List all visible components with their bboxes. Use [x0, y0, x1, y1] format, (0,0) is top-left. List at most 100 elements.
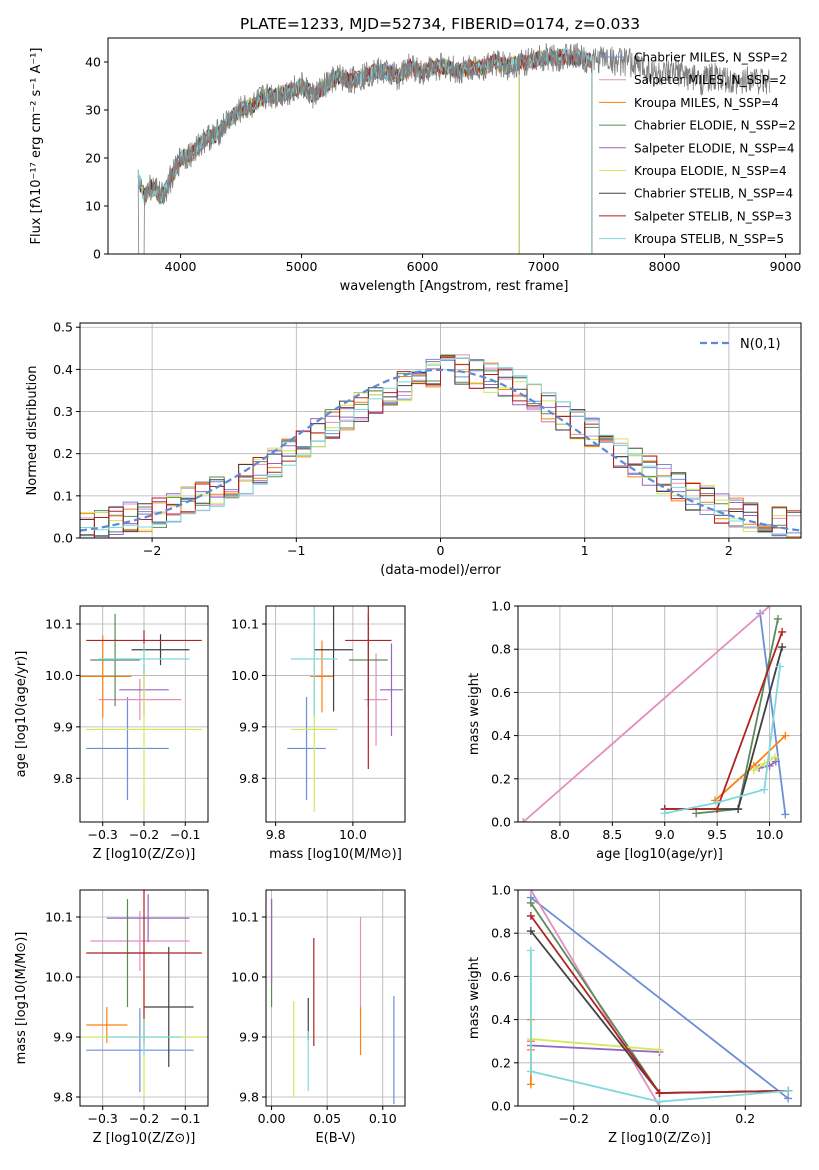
y-tick-label: 0.0 — [491, 1099, 511, 1114]
errorbar-point — [98, 643, 190, 675]
y-tick-label: 0.0 — [53, 531, 73, 546]
x-tick-label: 10.0 — [339, 827, 367, 842]
weight-line — [759, 613, 787, 815]
plot-area — [82, 890, 206, 1097]
errorbar-point — [86, 697, 169, 800]
age-vs-mass-plot: 9.8 10.0 9.8 9.9 10.0 10.1 mass [log10(M/M⊙)] — [231, 605, 406, 862]
mass-vs-extinction-plot: 0.00 0.05 0.10 9.8 9.9 10.0 10.1 E(B-V) — [231, 889, 406, 1146]
y-tick-label: 0.8 — [491, 642, 511, 657]
weight-vs-age-plot: 8.0 8.5 9.0 9.5 10.0 0.0 0.2 0.4 0.6 0.8 1.0 age [l… — [467, 599, 802, 862]
x-tick-label: 9.5 — [707, 827, 727, 842]
legend-label: Salpeter STELIB, N_SSP=3 — [634, 209, 792, 223]
errorbar-point — [144, 947, 194, 1067]
y-tick-label: 0.0 — [491, 815, 511, 830]
y-tick-label: 9.9 — [53, 719, 73, 734]
y-tick-label: 10.0 — [231, 668, 259, 683]
y-tick-label: 0.8 — [491, 926, 511, 941]
y-tick-label: 0.6 — [491, 969, 511, 984]
y-tick-label: 10.0 — [45, 970, 73, 985]
y-tick-label: 10.0 — [45, 668, 73, 683]
spectrum-legend: Chabrier MILES, N_SSP=2 Salpeter MILES, N… — [599, 51, 796, 246]
x-tick-label: 9000 — [770, 259, 802, 274]
weight-marker — [773, 614, 782, 623]
weight-marker — [776, 662, 785, 671]
y-tick-label: 0.3 — [53, 404, 73, 419]
axes-frame — [79, 322, 802, 539]
y-axis-label: age [log10(age/yr)] — [14, 651, 29, 778]
y-tick-label: 10.0 — [231, 970, 259, 985]
x-tick-label: 0 — [437, 543, 445, 558]
x-tick-label: −0.2 — [559, 1111, 589, 1126]
weight-marker — [781, 810, 790, 819]
weight-marker — [784, 1094, 793, 1103]
x-tick-label: 1 — [581, 543, 589, 558]
errorbar-point — [345, 606, 392, 770]
y-tick-label: 10.1 — [45, 910, 73, 925]
weight-line — [714, 734, 786, 802]
x-tick-label: −0.2 — [129, 1111, 159, 1126]
x-axis-label: mass [log10(M/M⊙)] — [269, 847, 402, 862]
weight-marker — [734, 805, 743, 814]
x-tick-label: 6000 — [407, 259, 439, 274]
weight-marker — [655, 1097, 664, 1106]
weight-marker — [713, 798, 722, 807]
y-tick-label: 40 — [85, 55, 101, 70]
weight-marker — [526, 911, 535, 920]
y-axis-label: mass [log10(M/M⊙)] — [14, 932, 29, 1065]
y-tick-label: 0.2 — [491, 771, 511, 786]
errorbar-point — [106, 894, 190, 943]
x-tick-label: 8.5 — [602, 827, 622, 842]
x-axis-label: Z [log10(Z/Z⊙)] — [93, 1131, 196, 1146]
weight-line — [530, 1038, 660, 1051]
figure-title: PLATE=1233, MJD=52734, FIBERID=0174, z=0… — [240, 15, 640, 33]
weight-marker — [692, 809, 701, 818]
weight-marker — [526, 927, 535, 936]
residual-histogram-plot: −2 −1 0 1 2 0.0 0.1 0.2 0.3 0.4 0.5 (data-model)/er… — [25, 320, 802, 578]
y-tick-label: 9.9 — [239, 1030, 259, 1045]
x-tick-label: 10.0 — [756, 827, 784, 842]
errorbar-point — [80, 635, 132, 718]
y-tick-label: 0.2 — [491, 1055, 511, 1070]
errorbar-point — [90, 911, 190, 971]
histogram-step-line — [80, 357, 801, 538]
x-axis-label: Z [log10(Z/Z⊙)] — [93, 847, 196, 862]
x-tick-label: 2 — [725, 543, 733, 558]
x-axis-label: E(B-V) — [315, 1131, 355, 1146]
weight-marker — [526, 1080, 535, 1089]
y-tick-label: 0.6 — [491, 685, 511, 700]
y-tick-label: 0.1 — [53, 488, 73, 503]
weight-vs-metallicity-plot: −0.2 0.0 0.2 0.0 0.2 0.4 0.6 0.8 1.0 Z [log10(Z/Z… — [467, 883, 802, 1146]
y-tick-label: 9.8 — [53, 1090, 73, 1105]
x-tick-label: 8.0 — [550, 827, 570, 842]
legend-label: Salpeter MILES, N_SSP=2 — [634, 73, 787, 87]
weight-marker — [526, 898, 535, 907]
x-tick-label: 9.0 — [655, 827, 675, 842]
y-tick-label: 30 — [85, 103, 101, 118]
weight-marker — [655, 1089, 664, 1098]
legend-label: Chabrier STELIB, N_SSP=4 — [634, 187, 793, 201]
axes-frame — [517, 889, 802, 1107]
x-tick-label: 9.8 — [266, 827, 286, 842]
weight-marker — [771, 757, 780, 766]
weight-marker — [749, 766, 758, 775]
x-tick-label: −0.1 — [170, 1111, 200, 1126]
x-tick-label: −0.1 — [170, 827, 200, 842]
x-axis-label: wavelength [Angstrom, rest frame] — [340, 279, 569, 294]
y-tick-label: 9.8 — [239, 1090, 259, 1105]
legend-label: Salpeter ELODIE, N_SSP=4 — [634, 141, 795, 155]
weight-marker — [526, 890, 535, 894]
plot-area — [519, 606, 790, 822]
x-tick-label: 0.10 — [369, 1111, 397, 1126]
x-tick-label: 0.00 — [258, 1111, 286, 1126]
axes-frame — [79, 605, 209, 823]
plot-area — [80, 613, 202, 812]
y-tick-label: 10.1 — [45, 617, 73, 632]
errorbar-point — [86, 890, 202, 1043]
legend-label: Kroupa MILES, N_SSP=4 — [634, 96, 779, 110]
x-tick-label: 7000 — [528, 259, 560, 274]
x-axis-label: age [log10(age/yr)] — [596, 847, 723, 862]
x-tick-label: 8000 — [649, 259, 681, 274]
weight-line — [530, 896, 789, 1100]
y-tick-label: 0 — [93, 247, 101, 262]
